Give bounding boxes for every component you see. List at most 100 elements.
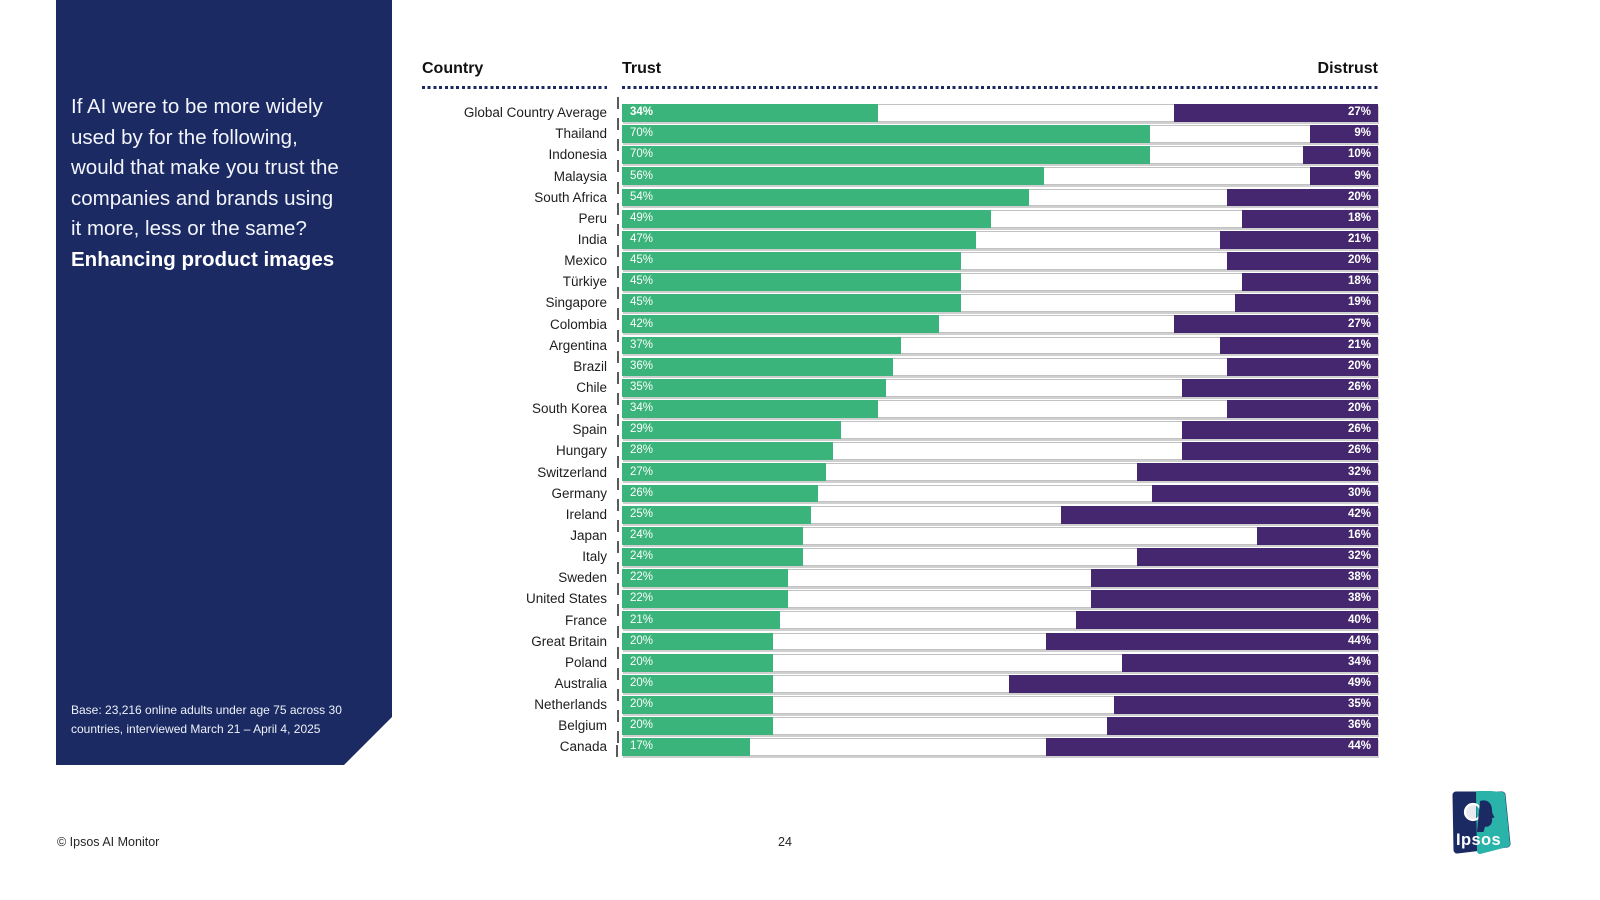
bar-track: 34% 27% — [617, 97, 1378, 122]
trust-bar: 20% — [622, 717, 773, 735]
chart-row: Belgium 20% 36% — [422, 710, 1378, 735]
bar-track: 20% 36% — [617, 710, 1378, 735]
country-label: Switzerland — [537, 464, 607, 480]
chart-row: Italy 24% 32% — [422, 540, 1378, 566]
distrust-value: 21% — [1347, 233, 1371, 246]
chart-row: Ireland 25% 42% — [422, 498, 1378, 524]
trust-bar: 26% — [622, 484, 819, 503]
logo-face-profile-icon — [1477, 800, 1495, 832]
chart-row: France 21% 40% — [422, 604, 1378, 630]
trust-bar: 17% — [622, 738, 751, 757]
distrust-value: 21% — [1347, 338, 1371, 351]
distrust-bar: 26% — [1181, 378, 1378, 397]
distrust-bar: 21% — [1219, 336, 1378, 355]
chart-row: India 47% 21% — [422, 223, 1378, 249]
chart-row: Canada 17% 44% — [422, 731, 1378, 757]
bar-track: 45% 20% — [617, 245, 1378, 270]
distrust-value: 20% — [1347, 359, 1371, 372]
trust-bar: 45% — [622, 251, 962, 270]
bar-track: 29% 26% — [617, 414, 1378, 439]
chart-row: Chile 35% 26% — [422, 371, 1378, 397]
trust-value: 20% — [630, 634, 654, 647]
chart-row: Indonesia 70% 10% — [422, 139, 1378, 165]
distrust-bar: 26% — [1181, 421, 1378, 439]
bar-track: 35% 26% — [617, 371, 1378, 397]
question-panel: If AI were to be more widely used by for… — [56, 0, 392, 765]
trust-bar: 34% — [622, 104, 879, 122]
bar-track: 20% 49% — [617, 667, 1378, 693]
trust-value: 34% — [630, 402, 654, 415]
distrust-bar: 16% — [1257, 526, 1378, 545]
column-header-trust: Trust — [622, 60, 662, 77]
trust-value: 26% — [630, 486, 654, 499]
bar-track: 45% 18% — [617, 266, 1378, 292]
bar-track: 24% 16% — [617, 519, 1378, 545]
distrust-bar: 42% — [1061, 505, 1378, 524]
country-label: Great Britain — [531, 633, 607, 649]
trust-bar: 24% — [622, 547, 803, 566]
distrust-bar: 35% — [1114, 695, 1378, 714]
country-divider-line — [422, 86, 607, 89]
distrust-value: 26% — [1347, 423, 1371, 436]
chart-row: Argentina 37% 21% — [422, 329, 1378, 355]
country-label: Indonesia — [548, 147, 607, 163]
distrust-value: 9% — [1354, 127, 1371, 140]
distrust-value: 44% — [1347, 740, 1371, 753]
country-label: Argentina — [549, 337, 607, 353]
distrust-bar: 20% — [1227, 188, 1378, 207]
trust-value: 70% — [630, 148, 654, 161]
chart-row: Singapore 45% 19% — [422, 287, 1378, 313]
trust-bar: 25% — [622, 505, 811, 524]
trust-value: 20% — [630, 719, 654, 732]
trust-value: 20% — [630, 655, 654, 668]
bar-track: 70% 10% — [617, 139, 1378, 165]
distrust-value: 42% — [1347, 507, 1371, 520]
distrust-value: 18% — [1347, 211, 1371, 224]
distrust-value: 32% — [1347, 465, 1371, 478]
distrust-bar: 18% — [1242, 273, 1378, 292]
country-label: Spain — [572, 422, 607, 438]
distrust-bar: 32% — [1136, 547, 1378, 566]
country-label: Hungary — [555, 443, 607, 459]
bar-track: 27% 32% — [617, 456, 1378, 482]
distrust-value: 9% — [1354, 169, 1371, 182]
country-label: United States — [525, 591, 607, 607]
distrust-value: 26% — [1347, 381, 1371, 394]
bar-track: 25% 42% — [617, 498, 1378, 524]
country-label: Belgium — [558, 718, 607, 734]
distrust-bar: 10% — [1302, 146, 1378, 165]
bar-track: 24% 32% — [617, 540, 1378, 566]
trust-bar: 42% — [622, 315, 939, 334]
bar-track: 20% 44% — [617, 625, 1378, 651]
distrust-bar: 9% — [1310, 167, 1378, 186]
chart-row: Türkiye 45% 18% — [422, 266, 1378, 292]
distrust-bar: 34% — [1121, 653, 1378, 672]
bars-divider-line — [622, 86, 1378, 89]
trust-value: 24% — [630, 550, 654, 563]
trust-bar: 36% — [622, 357, 894, 376]
distrust-bar: 21% — [1219, 230, 1378, 249]
trust-value: 45% — [630, 296, 654, 309]
question-topic: Enhancing product images — [71, 248, 335, 271]
country-label: France — [564, 612, 607, 628]
country-label: Mexico — [564, 253, 607, 269]
country-label: Thailand — [555, 126, 607, 142]
column-header-country: Country — [422, 60, 484, 77]
base-note: Base: 23,216 online adults under age 75 … — [71, 703, 342, 736]
trust-value: 56% — [630, 169, 654, 182]
chart-row: South Korea 34% 20% — [422, 393, 1378, 418]
country-label: South Africa — [534, 189, 607, 205]
trust-value: 34% — [630, 106, 654, 119]
trust-value: 36% — [630, 359, 654, 372]
distrust-bar: 32% — [1136, 463, 1378, 482]
distrust-value: 20% — [1347, 402, 1371, 415]
copyright-text: © Ipsos AI Monitor — [57, 835, 160, 849]
chart-row: Japan 24% 16% — [422, 519, 1378, 545]
bar-track: 56% 9% — [617, 160, 1378, 186]
chart-row: Sweden 22% 38% — [422, 562, 1378, 587]
chart-row: Switzerland 27% 32% — [422, 456, 1378, 482]
distrust-value: 30% — [1347, 486, 1371, 499]
trust-value: 28% — [630, 444, 654, 457]
trust-value: 27% — [630, 465, 654, 478]
bar-track: 49% 18% — [617, 202, 1378, 228]
